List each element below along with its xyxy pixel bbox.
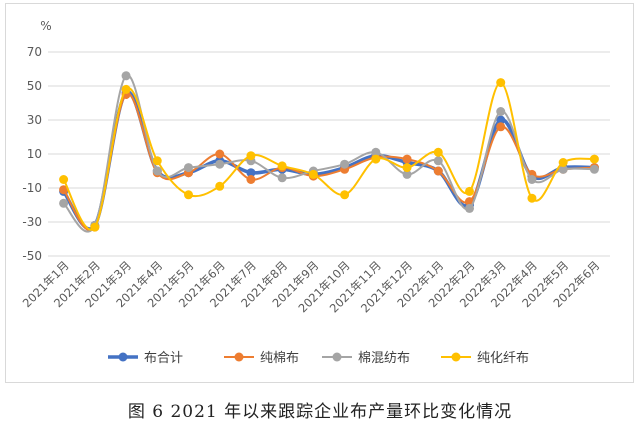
series-line-3 xyxy=(62,74,596,233)
y-tick-label: -30 xyxy=(22,215,42,229)
data-point-series-4 xyxy=(402,163,412,173)
data-point-series-2 xyxy=(402,154,412,164)
data-point-series-4 xyxy=(152,156,162,166)
data-point-series-3 xyxy=(465,203,474,213)
y-tick-label: -10 xyxy=(22,181,42,195)
data-point-series-3 xyxy=(496,107,506,116)
legend-marker-3 xyxy=(332,352,342,362)
data-point-series-4 xyxy=(90,222,100,232)
line-chart: 70503010-10-30-50%2021年1月2021年2月2021年3月2… xyxy=(20,19,610,366)
data-point-series-3 xyxy=(558,164,568,174)
data-point-series-4 xyxy=(465,186,474,196)
data-point-series-3 xyxy=(277,173,287,183)
data-point-series-3 xyxy=(152,166,162,176)
data-point-series-4 xyxy=(277,161,287,171)
legend-label-1: 布合计 xyxy=(144,351,183,366)
data-point-series-3 xyxy=(121,71,131,81)
data-point-series-3 xyxy=(433,156,443,166)
data-point-series-1 xyxy=(246,168,256,178)
data-point-series-2 xyxy=(496,122,506,132)
series-line-4 xyxy=(62,81,596,231)
data-point-series-3 xyxy=(59,198,69,208)
data-point-series-3 xyxy=(340,159,350,169)
data-point-series-1 xyxy=(496,115,506,125)
legend-marker-4 xyxy=(451,352,461,362)
legend-label-3: 棉混纺布 xyxy=(358,351,410,366)
chart-frame xyxy=(5,3,634,383)
y-tick-label: 30 xyxy=(27,113,42,127)
y-tick-label: 50 xyxy=(27,79,42,93)
data-point-series-2 xyxy=(215,149,225,159)
y-tick-label: 70 xyxy=(27,45,42,59)
data-point-series-3 xyxy=(589,164,599,174)
data-point-series-4 xyxy=(215,181,225,191)
data-point-series-4 xyxy=(558,158,568,167)
y-tick-label: 10 xyxy=(27,147,42,161)
legend-marker-2 xyxy=(234,352,244,362)
data-point-series-4 xyxy=(246,151,256,161)
data-point-series-3 xyxy=(184,163,193,173)
data-point-series-4 xyxy=(496,78,506,88)
data-point-series-3 xyxy=(371,147,381,157)
y-axis-label: % xyxy=(40,19,51,33)
legend-label-2: 纯棉布 xyxy=(260,351,299,366)
data-point-series-3 xyxy=(215,159,225,169)
data-point-series-4 xyxy=(308,169,318,179)
series-line-2 xyxy=(62,92,596,232)
legend-label-4: 纯化纤布 xyxy=(477,351,529,366)
data-point-series-3 xyxy=(402,169,412,179)
data-point-series-2 xyxy=(433,166,443,176)
data-point-series-4 xyxy=(589,154,599,164)
y-tick-label: -50 xyxy=(22,249,42,263)
data-point-series-4 xyxy=(184,190,193,200)
data-point-series-4 xyxy=(527,193,537,203)
legend-marker-1 xyxy=(118,352,128,362)
data-point-series-4 xyxy=(59,175,69,184)
data-point-series-2 xyxy=(246,175,256,184)
data-point-series-4 xyxy=(121,84,131,94)
data-point-series-4 xyxy=(340,190,350,200)
figure-caption: 图 6 2021 年以来跟踪企业布产量环比变化情况 xyxy=(127,402,513,422)
data-point-series-4 xyxy=(433,147,443,157)
data-point-series-2 xyxy=(59,185,69,195)
data-point-series-4 xyxy=(371,154,381,164)
data-point-series-3 xyxy=(527,175,537,184)
series-line-1 xyxy=(61,90,597,231)
